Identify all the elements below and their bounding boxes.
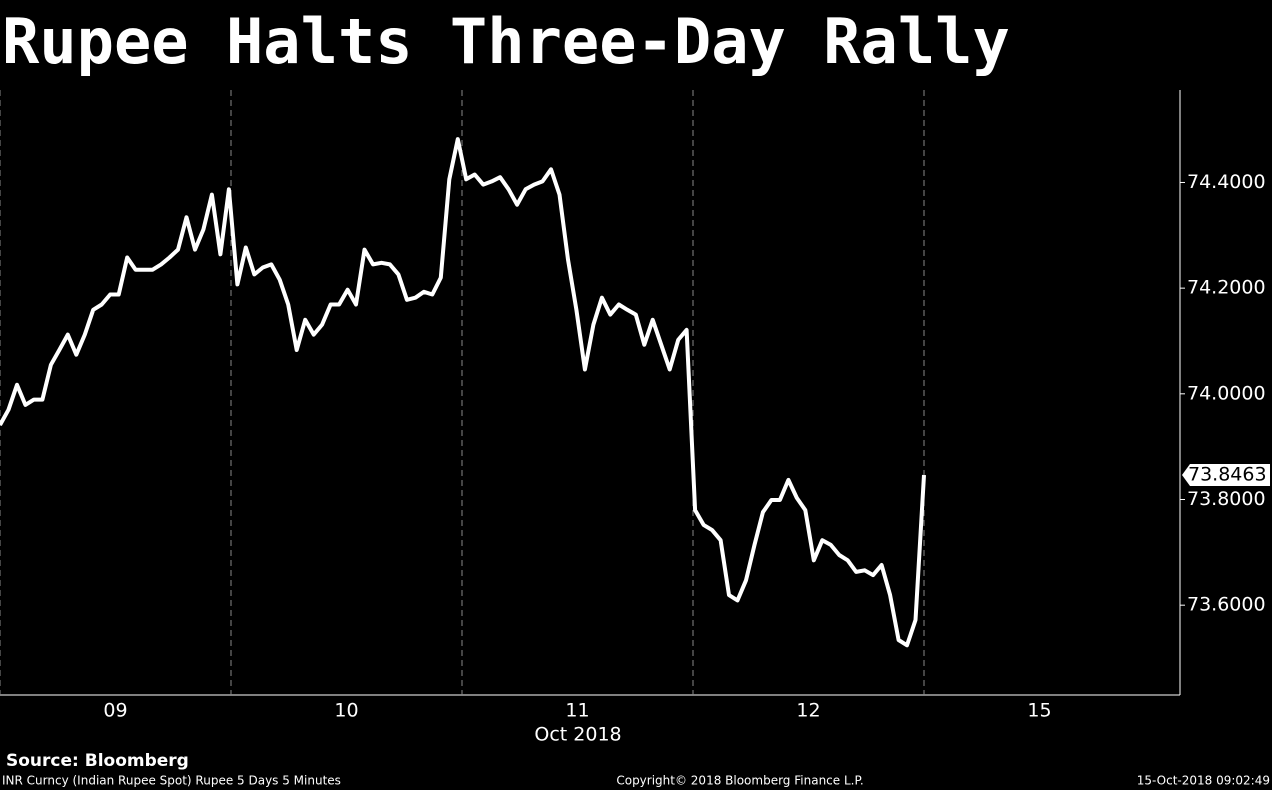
last-value-tag [1182,464,1270,487]
x-tick-label: 10 [334,700,358,722]
y-tick-label: 74.2000 [1187,277,1266,299]
x-tick-label: 15 [1027,700,1051,722]
y-tick-label: 73.8000 [1187,488,1266,510]
y-tick-label: 73.6000 [1187,594,1266,616]
price-line [0,137,926,648]
x-tick-label: 11 [565,700,589,722]
copyright: Copyright© 2018 Bloomberg Finance L.P. [616,774,863,788]
chart-title: Rupee Halts Three-Day Rally [2,5,1010,78]
description: INR Curncy (Indian Rupee Spot) Rupee 5 D… [2,774,341,788]
last-value-label: 73.8463 [1188,464,1267,486]
y-tick-label: 74.4000 [1187,171,1266,193]
x-tick-label: 12 [796,700,820,722]
x-axis-label: Oct 2018 [534,724,621,746]
x-tick-label: 09 [103,700,127,722]
timestamp: 15-Oct-2018 09:02:49 [1137,774,1270,788]
source: Source: Bloomberg [6,751,189,771]
y-tick-label: 74.0000 [1187,382,1266,404]
